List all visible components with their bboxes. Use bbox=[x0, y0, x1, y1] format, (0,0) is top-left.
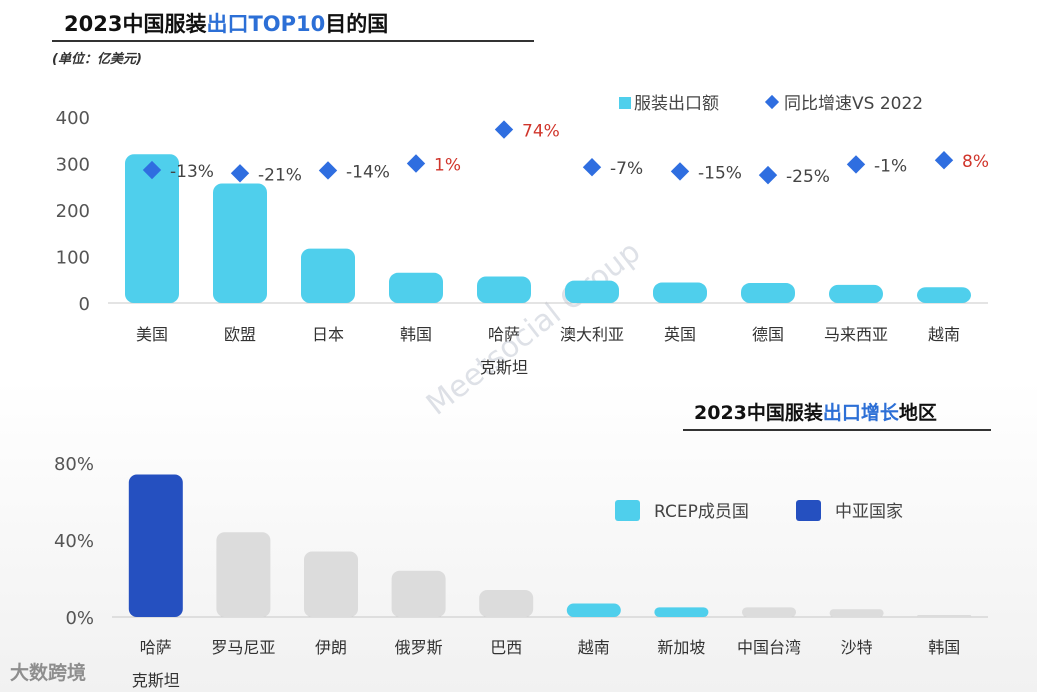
legend-label-export: 服装出口额 bbox=[634, 94, 719, 114]
x-category-label: 克斯坦 bbox=[132, 671, 180, 690]
x-category-label: 哈萨 bbox=[140, 638, 172, 657]
chart1-title-part2: 目的国 bbox=[325, 12, 389, 36]
x-category-label: 中国台湾 bbox=[737, 638, 801, 657]
y-tick-label: 400 bbox=[56, 108, 90, 129]
y-tick-label: 0 bbox=[79, 294, 90, 315]
x-category-label: 英国 bbox=[664, 325, 696, 344]
growth-data-label: -21% bbox=[258, 165, 302, 185]
y-tick-label: 80% bbox=[54, 454, 94, 475]
legend-swatch-rcep bbox=[615, 500, 640, 521]
chart1-title-highlight: 出口TOP10 bbox=[206, 12, 326, 36]
x-category-label: 澳大利亚 bbox=[560, 325, 624, 344]
y-tick-label: 200 bbox=[56, 201, 90, 222]
bar-export-value bbox=[125, 154, 179, 303]
x-category-label: 罗马尼亚 bbox=[211, 638, 275, 657]
bar-export-value bbox=[389, 272, 443, 303]
growth-diamond-marker bbox=[318, 161, 338, 180]
growth-data-label: -15% bbox=[698, 163, 742, 183]
bar-growth-value bbox=[742, 607, 796, 617]
unit-label: (单位：亿美元) bbox=[52, 52, 142, 67]
x-category-label: 越南 bbox=[578, 638, 610, 657]
chart2-title-part2: 地区 bbox=[898, 402, 937, 424]
x-category-label: 美国 bbox=[136, 325, 168, 344]
legend-swatch-central-asia bbox=[796, 500, 821, 521]
bar-growth-value bbox=[479, 590, 534, 617]
growth-diamond-marker bbox=[934, 151, 954, 170]
legend-label-rcep: RCEP成员国 bbox=[654, 502, 749, 522]
growth-data-label: -1% bbox=[874, 156, 907, 176]
growth-diamond-marker bbox=[846, 155, 866, 174]
legend-swatch-growth bbox=[764, 94, 780, 110]
x-category-label: 欧盟 bbox=[224, 325, 256, 344]
growth-data-label: -7% bbox=[610, 159, 643, 179]
legend-swatch-export bbox=[619, 97, 631, 109]
bar-export-value bbox=[741, 283, 795, 303]
x-category-label: 哈萨 bbox=[488, 325, 520, 344]
y-tick-label: 0% bbox=[65, 608, 94, 629]
growth-diamond-marker bbox=[758, 165, 778, 185]
x-category-label: 巴西 bbox=[490, 638, 522, 657]
chart1-title-part1: 2023中国服装 bbox=[64, 12, 207, 36]
bar-growth-value bbox=[304, 551, 358, 617]
x-category-label: 伊朗 bbox=[315, 638, 347, 657]
chart2-title-highlight: 出口增长 bbox=[822, 402, 899, 424]
bar-export-value bbox=[829, 284, 883, 303]
growth-data-label: -13% bbox=[170, 162, 214, 182]
x-category-label: 德国 bbox=[752, 325, 784, 344]
bar-export-value bbox=[917, 287, 971, 303]
bar-growth-value bbox=[566, 603, 621, 617]
chart1-title: 2023中国服装出口TOP10目的国 bbox=[64, 8, 388, 38]
growth-diamond-marker bbox=[230, 164, 250, 183]
x-category-label: 韩国 bbox=[400, 325, 432, 344]
y-tick-label: 40% bbox=[54, 531, 94, 552]
x-category-label: 克斯坦 bbox=[480, 358, 528, 377]
x-category-label: 新加坡 bbox=[657, 638, 705, 657]
export-top10-chart: 0 100 200 300 400 -13% 美国 -21% 欧盟 -14% 日本 1% 韩国 74% 哈萨… bbox=[56, 94, 989, 377]
x-category-label: 俄罗斯 bbox=[395, 638, 443, 657]
title-underline-2 bbox=[683, 429, 991, 431]
growth-data-label: 1% bbox=[434, 156, 461, 176]
bar-growth-value bbox=[128, 474, 183, 617]
growth-data-label: -25% bbox=[786, 167, 830, 187]
x-category-label: 日本 bbox=[312, 325, 344, 344]
bar-export-value bbox=[653, 282, 707, 303]
x-category-label: 马来西亚 bbox=[824, 325, 888, 344]
growth-diamond-marker bbox=[582, 158, 602, 177]
x-category-label: 沙特 bbox=[841, 638, 873, 657]
x-category-label: 韩国 bbox=[928, 638, 960, 657]
growth-diamond-marker bbox=[406, 154, 426, 173]
title-underline bbox=[52, 40, 534, 42]
bar-export-value bbox=[565, 280, 619, 303]
y-tick-label: 100 bbox=[56, 248, 90, 269]
bar-growth-value bbox=[391, 570, 446, 617]
chart2-title: 2023中国服装出口增长地区 bbox=[694, 398, 937, 425]
growth-data-label: -14% bbox=[346, 162, 390, 182]
bar-growth-value bbox=[654, 607, 709, 617]
bar-growth-value bbox=[917, 615, 972, 617]
legend-label-growth: 同比增速VS 2022 bbox=[784, 94, 923, 114]
bar-export-value bbox=[477, 276, 531, 303]
growth-data-label: 74% bbox=[522, 122, 560, 142]
x-category-label: 越南 bbox=[928, 325, 960, 344]
growth-data-label: 8% bbox=[962, 152, 989, 172]
watermark-corner: 大数跨境 bbox=[10, 662, 87, 684]
bar-growth-value bbox=[216, 532, 271, 617]
growth-diamond-marker bbox=[670, 162, 690, 181]
bar-export-value bbox=[213, 183, 267, 303]
legend-label-central-asia: 中亚国家 bbox=[835, 502, 903, 522]
chart2-title-part1: 2023中国服装 bbox=[694, 402, 823, 424]
bar-growth-value bbox=[829, 609, 884, 617]
growth-diamond-marker bbox=[142, 160, 162, 180]
y-tick-label: 300 bbox=[56, 155, 90, 176]
bar-export-value bbox=[301, 248, 355, 303]
